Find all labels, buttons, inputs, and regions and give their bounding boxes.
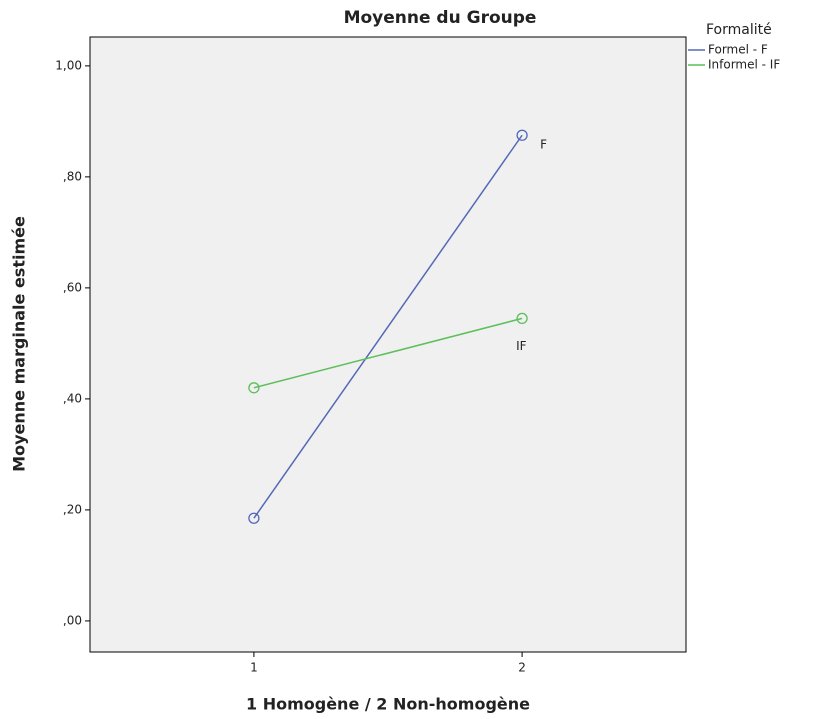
- point: [248, 382, 260, 394]
- chart-title: Moyenne du Groupe: [344, 8, 537, 28]
- point: [516, 129, 528, 141]
- y-axis-title: Moyenne marginale estimée: [10, 216, 29, 472]
- y-tick-label: ,40: [63, 391, 82, 405]
- point: [248, 512, 260, 524]
- point: [516, 312, 528, 325]
- series-line: [253, 134, 523, 519]
- series-annotation: F: [540, 138, 547, 152]
- x-axis-title: 1 Homogène / 2 Non-homogène: [246, 695, 530, 714]
- series-line: [253, 317, 523, 389]
- y-tick-label: ,00: [63, 613, 82, 627]
- x-tick-label: 1: [250, 661, 258, 675]
- x-tick-label: 2: [518, 661, 526, 675]
- y-tick-label: ,60: [63, 280, 82, 294]
- y-tick-label: ,80: [63, 169, 82, 183]
- series-annotation: IF: [516, 339, 527, 353]
- y-tick-label: ,20: [63, 502, 82, 516]
- legend-label: Informel - IF: [708, 58, 780, 72]
- plot-area: [89, 36, 687, 653]
- legend-title: Formalité: [706, 22, 772, 38]
- y-tick-label: 1,00: [55, 58, 82, 72]
- legend-label: Formel - F: [708, 43, 768, 57]
